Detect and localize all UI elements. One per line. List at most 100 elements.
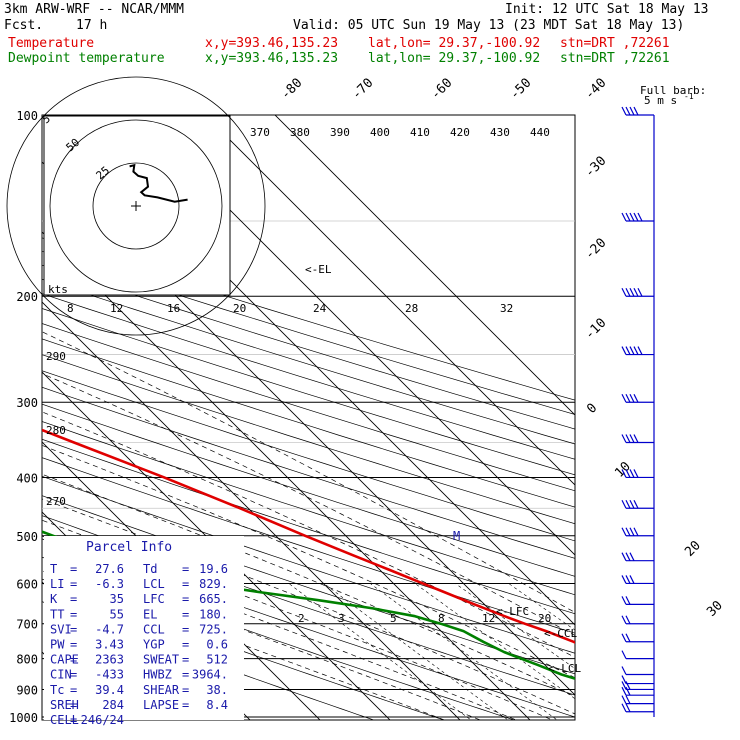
mixing-ratio-line: [414, 583, 575, 700]
dry-adiabat: [42, 601, 375, 720]
isotherm-label: -80: [278, 76, 305, 103]
wind-barb-flag: [621, 633, 627, 643]
level-annotation: <-LCL: [548, 662, 581, 675]
wind-barb-flag: [629, 552, 635, 561]
barb-note-sup: -1: [684, 92, 694, 101]
dry-adiabat: [42, 264, 575, 430]
wind-barb-flag: [621, 106, 627, 116]
level-annotation: <-LFC: [496, 605, 529, 618]
wind-barb: [621, 212, 654, 222]
isotherm-label: 0: [584, 401, 600, 417]
wind-barb: [621, 666, 654, 676]
dry-adiabat: [42, 338, 575, 508]
hodograph-trace: [129, 163, 188, 203]
wind-barb: [621, 650, 654, 660]
parcel-info-cell: =: [182, 653, 189, 667]
dry-adiabat: [42, 293, 575, 460]
isotherm-label: -70: [349, 76, 376, 103]
parcel-info-cell: 35: [110, 592, 124, 606]
pressure-tick-label: 100: [16, 109, 38, 123]
wind-barb-flag: [625, 695, 631, 704]
wind-barb-flag: [633, 434, 639, 443]
parcel-info-cell: CELL: [50, 713, 79, 727]
parcel-info-cell: 2363: [95, 653, 124, 667]
wind-barb: [621, 675, 654, 685]
parcel-info-cell: 39.4: [95, 683, 124, 697]
wind-barb-flag: [633, 527, 639, 537]
parcel-info-cell: 180.: [199, 607, 228, 621]
wind-barb-flag: [621, 499, 627, 509]
parcel-info-cell: =: [182, 562, 189, 576]
mixing-ratio-label-bottom: 12: [482, 612, 495, 625]
parcel-info-cell: 8.4: [206, 698, 228, 712]
mixing-ratio-label-bottom: 2: [298, 612, 305, 625]
wind-barb-flag: [629, 469, 635, 478]
pressure-tick-label: 600: [16, 577, 38, 591]
dry-adiabat: [42, 495, 575, 675]
mixing-ratio-label-top: 24: [313, 302, 327, 315]
dry-adiabat: [42, 278, 575, 445]
dry-adiabat: [42, 578, 446, 720]
wind-barb-flag: [629, 393, 635, 403]
parcel-info-cell: 725.: [199, 622, 228, 636]
parcel-info-cell: SVI: [50, 622, 72, 636]
parcel-info-cell: 38.: [206, 683, 228, 697]
wind-barb: [621, 469, 654, 479]
wind-barb-flag: [621, 469, 627, 478]
wind-barb-flag: [629, 287, 635, 297]
parcel-info-cell: =: [70, 562, 77, 576]
dry-adiabat: [42, 237, 575, 401]
level-annotation: <-CCL: [544, 627, 577, 640]
parcel-info-cell: HWBZ: [143, 668, 172, 682]
wind-barb: [621, 287, 654, 297]
dry-adiabat: [42, 438, 575, 615]
legend-dewpoint-latlon: lat,lon= 29.37,-100.92: [368, 51, 541, 66]
legend-temperature-stn: stn=DRT ,72261: [560, 36, 670, 51]
dry-adiabat: [42, 323, 575, 492]
parcel-info-cell: 246/24: [81, 713, 124, 727]
parcel-info-cell: T: [50, 562, 57, 576]
dry-adiabat-label: 270: [46, 495, 66, 508]
wind-barb: [621, 695, 654, 705]
parcel-info-cell: SWEAT: [143, 653, 179, 667]
isotherm-line: [274, 115, 575, 416]
wind-barb-flag: [621, 650, 627, 659]
wind-barb-flag: [625, 703, 631, 712]
wind-barb-flag: [629, 434, 635, 443]
hodograph-ring: [92, 162, 180, 250]
parcel-info-title: Parcel Info: [86, 540, 172, 555]
wind-barb-flag: [625, 681, 631, 690]
header-fcst-label: Fcst.: [4, 18, 44, 33]
wind-barb-flag: [625, 527, 631, 537]
legend-dewpoint-xy: x,y=393.46,135.23: [205, 51, 339, 66]
parcel-info-cell: Td: [143, 562, 157, 576]
wind-barb: [621, 596, 654, 605]
isotherm-label: -30: [582, 154, 609, 181]
isotherm-label: -10: [582, 316, 609, 343]
parcel-info-cell: SREH: [50, 698, 79, 712]
wind-barb-flag: [633, 499, 639, 509]
parcel-info-cell: TT: [50, 607, 64, 621]
parcel-info-cell: CAPE: [50, 653, 79, 667]
dry-adiabat: [42, 308, 575, 476]
kts-scale-label: 16: [167, 302, 180, 315]
parcel-info-cell: =: [70, 622, 77, 636]
parcel-info-cell: YGP: [143, 638, 165, 652]
isotherm-label: 30: [704, 598, 726, 620]
pressure-tick-label: 500: [16, 530, 38, 544]
wind-barb-flag: [637, 346, 643, 355]
wind-barb: [621, 633, 654, 643]
theta-label: 400: [370, 126, 390, 139]
parcel-info-cell: -433: [95, 668, 124, 682]
wind-barb: [621, 106, 654, 116]
isotherm-label: 20: [682, 538, 704, 560]
theta-label: 420: [450, 126, 470, 139]
mixing-ratio-line: [323, 583, 509, 720]
parcel-info-cell: =: [70, 683, 77, 697]
parcel-info-cell: 512: [206, 653, 228, 667]
wind-barb-flag: [625, 393, 631, 403]
wind-barb-flag: [625, 633, 631, 643]
wind-barb-flag: [633, 106, 639, 116]
wind-barb: [621, 499, 654, 509]
moist-adiabat: [42, 373, 575, 636]
